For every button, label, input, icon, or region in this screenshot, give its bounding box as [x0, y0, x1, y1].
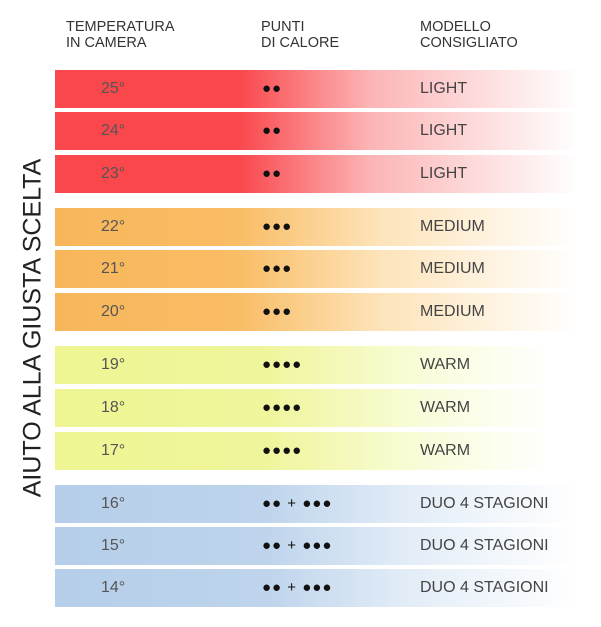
table-row: 14° ●● + ●●● DUO 4 STAGIONI: [55, 569, 579, 607]
heat-points-cell: ●●: [262, 80, 283, 97]
model-cell: DUO 4 STAGIONI: [420, 495, 549, 512]
temperature-cell: 16°: [101, 495, 126, 512]
table-row: 17° ●●●● WARM: [55, 432, 579, 470]
header-points: PUNTI DI CALORE: [261, 19, 340, 51]
heat-points-cell: ●●●●: [262, 442, 303, 459]
temperature-cell: 25°: [101, 80, 126, 97]
heat-points-cell: ●●●: [262, 260, 293, 277]
heat-points-cell: ●●: [262, 165, 283, 182]
heat-points-cell: ●●●: [262, 303, 293, 320]
model-cell: MEDIUM: [420, 218, 485, 235]
model-cell: WARM: [420, 399, 471, 416]
table-row: 21° ●●● MEDIUM: [55, 250, 579, 288]
heat-points-cell: ●●●●: [262, 399, 303, 416]
heat-points-cell: ●● + ●●●: [262, 495, 333, 512]
temperature-cell: 23°: [101, 165, 126, 182]
heat-points-cell: ●●●: [262, 218, 293, 235]
table-row: 25° ●● LIGHT: [55, 70, 579, 108]
temperature-cell: 15°: [101, 537, 126, 554]
temperature-cell: 17°: [101, 442, 126, 459]
table-row: 18° ●●●● WARM: [55, 389, 579, 427]
model-cell: LIGHT: [420, 165, 468, 182]
model-cell: WARM: [420, 356, 471, 373]
side-title: AIUTO ALLA GIUSTA SCELTA: [18, 158, 47, 498]
table-row: 20° ●●● MEDIUM: [55, 293, 579, 331]
table-row: 22° ●●● MEDIUM: [55, 208, 579, 246]
table-row: 15° ●● + ●●● DUO 4 STAGIONI: [55, 527, 579, 565]
temperature-cell: 21°: [101, 260, 126, 277]
table-row: 24° ●● LIGHT: [55, 112, 579, 150]
heat-points-cell: ●● + ●●●: [262, 537, 333, 554]
temperature-cell: 20°: [101, 303, 126, 320]
table-row: 16° ●● + ●●● DUO 4 STAGIONI: [55, 485, 579, 523]
model-cell: MEDIUM: [420, 260, 485, 277]
model-cell: LIGHT: [420, 80, 468, 97]
temperature-cell: 14°: [101, 579, 126, 596]
header-temperature: TEMPERATURA IN CAMERA: [66, 19, 175, 51]
model-cell: MEDIUM: [420, 303, 485, 320]
temperature-cell: 18°: [101, 399, 126, 416]
table-row: 23° ●● LIGHT: [55, 155, 579, 193]
model-cell: DUO 4 STAGIONI: [420, 537, 549, 554]
temperature-cell: 22°: [101, 218, 126, 235]
header-model: MODELLO CONSIGLIATO: [420, 19, 518, 51]
model-cell: DUO 4 STAGIONI: [420, 579, 549, 596]
temperature-cell: 19°: [101, 356, 126, 373]
heat-points-cell: ●●●●: [262, 356, 303, 373]
heat-points-cell: ●● + ●●●: [262, 579, 333, 596]
table-row: 19° ●●●● WARM: [55, 346, 579, 384]
model-cell: WARM: [420, 442, 471, 459]
heat-points-cell: ●●: [262, 122, 283, 139]
model-cell: LIGHT: [420, 122, 468, 139]
temperature-cell: 24°: [101, 122, 126, 139]
